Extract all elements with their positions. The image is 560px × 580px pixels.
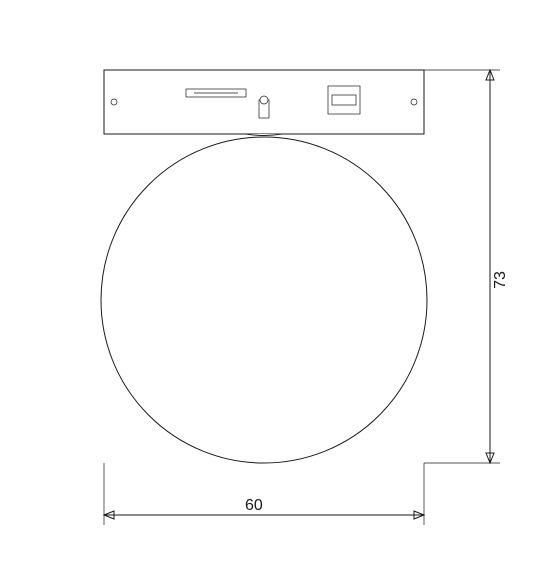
lamp-drawing xyxy=(101,70,427,463)
screw-left xyxy=(111,99,117,105)
dim-width-label: 60 xyxy=(245,497,263,514)
screw-right xyxy=(411,99,417,105)
globe xyxy=(101,137,427,463)
adapter-knob-cap xyxy=(260,96,268,104)
adapter-slider xyxy=(328,86,360,114)
adapter-knob xyxy=(259,96,269,118)
connector-path xyxy=(246,134,282,136)
adapter-block xyxy=(186,89,246,97)
dim-height-label: 73 xyxy=(492,271,509,289)
dim-width: 60 xyxy=(104,463,424,525)
technical-drawing: KSK.BY 60 xyxy=(0,0,560,580)
adapter-slider-inner xyxy=(332,95,356,105)
dim-height: 73 xyxy=(424,70,509,463)
